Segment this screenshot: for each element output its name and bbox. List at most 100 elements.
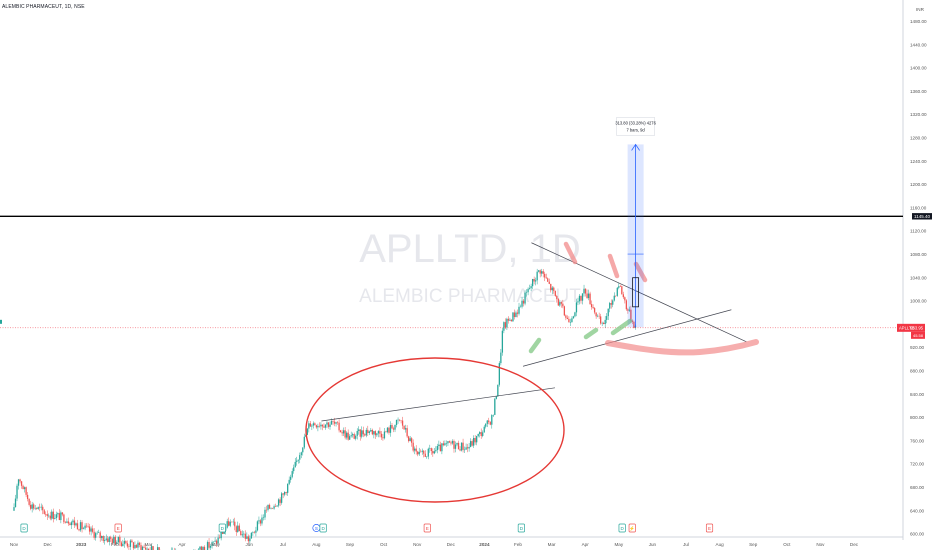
- candle: [415, 445, 417, 455]
- event-marker-glyph: E: [426, 526, 429, 531]
- candle-body: [73, 520, 76, 526]
- candle: [119, 534, 121, 546]
- candle-body: [525, 292, 528, 293]
- candle-body: [46, 514, 48, 517]
- candle-body: [311, 425, 313, 427]
- candle-body: [600, 316, 602, 324]
- candle-body: [598, 315, 600, 317]
- y-tick-label: 880.00: [910, 369, 924, 374]
- candle: [20, 480, 23, 489]
- candle-body: [123, 541, 126, 544]
- candle-body: [102, 535, 104, 541]
- candle: [81, 520, 83, 533]
- candle: [631, 319, 634, 325]
- candle: [75, 522, 77, 527]
- candle: [418, 447, 420, 457]
- candle: [42, 504, 44, 515]
- candle: [29, 500, 32, 511]
- candle-body: [587, 293, 590, 299]
- event-marker-dividend: D: [218, 523, 226, 533]
- candle: [482, 430, 484, 438]
- candle: [618, 282, 620, 290]
- candle: [237, 521, 239, 533]
- candle-body: [590, 304, 593, 308]
- candle: [595, 312, 597, 319]
- candle-body: [76, 523, 79, 530]
- x-tick-label: Nov: [816, 542, 825, 547]
- candle: [287, 483, 289, 496]
- candle-body: [114, 536, 116, 545]
- candle-body: [101, 535, 103, 539]
- candle: [262, 514, 265, 521]
- candle: [379, 427, 381, 438]
- event-marker-earnings: E: [705, 523, 714, 533]
- candle-body: [501, 330, 504, 353]
- candle: [54, 514, 56, 520]
- candle: [528, 284, 531, 290]
- candle-body: [42, 506, 44, 511]
- candle: [49, 511, 51, 521]
- candle: [445, 440, 448, 447]
- candle: [448, 440, 451, 443]
- candle: [308, 420, 310, 433]
- candle-body: [445, 443, 448, 444]
- candle: [264, 506, 266, 521]
- candle: [22, 484, 24, 490]
- candle: [522, 299, 525, 307]
- candle-body: [506, 318, 508, 328]
- candle-body: [211, 542, 213, 546]
- candle: [64, 520, 67, 524]
- candle-body: [492, 414, 494, 416]
- candle: [43, 508, 45, 515]
- candle-body: [365, 429, 367, 436]
- candle: [149, 546, 151, 550]
- candle: [581, 293, 584, 305]
- candle: [527, 287, 529, 296]
- candle-body: [259, 520, 262, 524]
- candle: [91, 525, 94, 534]
- candle: [85, 523, 88, 528]
- candle: [90, 526, 92, 536]
- candle-body: [339, 430, 342, 433]
- candle-body: [627, 309, 629, 311]
- candle-body: [31, 504, 33, 509]
- candle-body: [143, 546, 145, 548]
- candle: [394, 424, 396, 433]
- candle-body: [578, 295, 581, 302]
- candle: [199, 546, 201, 550]
- candle-body: [270, 508, 272, 509]
- candle: [321, 424, 324, 431]
- candle-body: [299, 455, 301, 460]
- y-tick-label: 760.00: [910, 438, 924, 443]
- candle-body: [253, 532, 256, 533]
- candle-body: [156, 547, 159, 550]
- candle-body: [347, 432, 349, 440]
- candle: [444, 440, 446, 446]
- candle: [609, 301, 611, 313]
- candle: [88, 523, 91, 535]
- candle: [414, 446, 416, 455]
- candle-body: [314, 423, 316, 426]
- candle: [294, 458, 296, 468]
- candle-body: [486, 420, 488, 424]
- candle-body: [302, 447, 304, 453]
- candle: [297, 459, 299, 464]
- candle-body: [534, 280, 537, 282]
- candle-body: [559, 302, 561, 306]
- candle: [479, 431, 481, 438]
- candle-body: [317, 425, 319, 428]
- candle-body: [439, 444, 442, 452]
- candle: [531, 278, 534, 290]
- candle: [293, 464, 295, 474]
- candle: [226, 518, 228, 529]
- candle: [87, 522, 89, 528]
- candle: [480, 428, 482, 439]
- candle: [274, 503, 277, 508]
- x-tick-label: Oct: [380, 542, 388, 547]
- candle-body: [297, 459, 299, 461]
- candle: [433, 448, 435, 455]
- candle-body: [436, 446, 439, 451]
- candle: [323, 423, 325, 428]
- candle-body: [140, 545, 142, 550]
